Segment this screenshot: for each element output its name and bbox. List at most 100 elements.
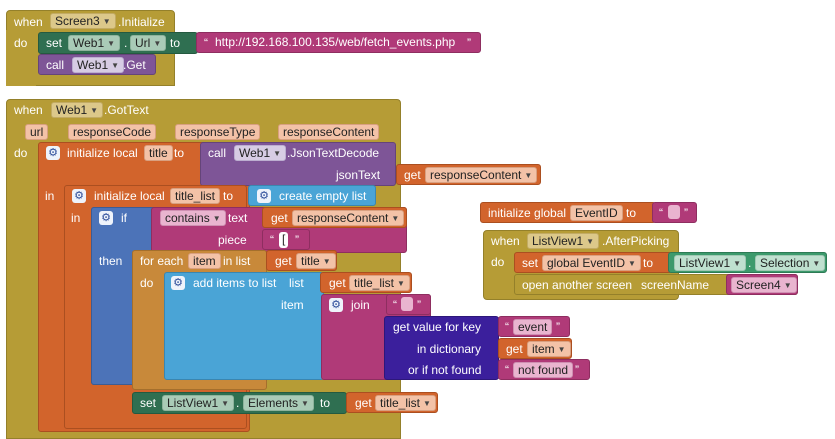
for-each-label: for each [140, 254, 184, 268]
global-var-name-field[interactable]: EventID [570, 205, 623, 221]
mutator-gear-icon-4[interactable]: ⚙ [99, 211, 113, 225]
to-keyword-3: to [223, 189, 234, 203]
in-keyword-1: in [45, 189, 55, 203]
get-value-for-key-block[interactable] [384, 316, 499, 380]
get-keyword-4: get [329, 276, 346, 290]
set-keyword: set [46, 36, 63, 50]
empty-text-field[interactable] [401, 297, 413, 311]
item-var-field[interactable]: item [188, 253, 221, 269]
responsecontent-dropdown-1[interactable]: responseContent ▼ [425, 167, 538, 183]
set-keyword-3: set [522, 256, 539, 270]
close-quote-6: ” [684, 206, 688, 220]
create-empty-list-block[interactable] [248, 185, 376, 206]
dot-separator-2: . [236, 396, 240, 410]
chevron-down-icon: ▼ [301, 399, 309, 408]
chevron-down-icon: ▼ [812, 259, 821, 268]
close-quote-4: ” [556, 320, 560, 334]
mutator-gear-icon-5[interactable]: ⚙ [171, 276, 185, 290]
mutator-gear-icon-3[interactable]: ⚙ [257, 189, 271, 203]
title-list-dropdown-2[interactable]: title_list ▼ [375, 395, 436, 411]
call-keyword-2: call [208, 146, 227, 160]
dot-separator-3: . [748, 256, 752, 270]
global-empty-text-field[interactable] [668, 205, 680, 219]
do-keyword-3: do [140, 276, 154, 290]
chevron-down-icon: ▼ [273, 149, 282, 158]
title-list-dropdown-1[interactable]: title_list ▼ [349, 275, 410, 291]
listview1-set-dropdown[interactable]: ListView1 ▼ [162, 395, 235, 411]
set-keyword-2: set [140, 396, 157, 410]
screen-name-label: screenName [641, 278, 710, 292]
web1-call-dropdown[interactable]: Web1 ▼ [72, 57, 125, 73]
in-list-label: in list [223, 254, 251, 268]
when-keyword: when [14, 15, 43, 29]
selection-property-dropdown[interactable]: Selection ▼ [755, 255, 826, 271]
param-url[interactable]: url [25, 124, 49, 140]
local-var-title-list[interactable]: title_list [170, 188, 221, 204]
chevron-down-icon: ▼ [397, 279, 405, 288]
when-keyword-3: when [491, 234, 520, 248]
listview1-value-dropdown[interactable]: ListView1 ▼ [674, 255, 747, 271]
add-items-to-list-block[interactable] [164, 272, 324, 380]
contains-mode-dropdown[interactable]: contains ▼ [160, 210, 226, 226]
local-var-title[interactable]: title [144, 145, 173, 161]
key-text-field[interactable]: event [513, 319, 553, 335]
to-keyword-6: to [643, 256, 654, 270]
param-responsecontent[interactable]: responseContent [278, 124, 380, 140]
not-found-text-field[interactable]: not found [513, 362, 574, 378]
do-keyword: do [14, 36, 28, 50]
json-decode-method: .JsonTextDecode [287, 146, 380, 160]
screen4-dropdown[interactable]: Screen4 ▼ [731, 277, 797, 293]
json-text-label: jsonText [336, 168, 381, 182]
get-keyword-1: get [404, 168, 421, 182]
mutator-gear-icon-2[interactable]: ⚙ [72, 189, 86, 203]
mutator-gear-icon-6[interactable]: ⚙ [329, 298, 343, 312]
join-label: join [351, 298, 370, 312]
piece-text-field[interactable]: [ [279, 232, 289, 248]
elements-property-dropdown[interactable]: Elements ▼ [243, 395, 314, 411]
to-keyword-4: to [320, 396, 331, 410]
web1-event-component-dropdown[interactable]: Web1 ▼ [51, 102, 104, 118]
param-responsecode[interactable]: responseCode [68, 124, 157, 140]
chevron-down-icon: ▼ [783, 281, 792, 290]
listview1-event-dropdown[interactable]: ListView1 ▼ [527, 233, 600, 249]
open-quote-2: “ [270, 233, 274, 247]
open-quote-3: “ [393, 298, 397, 312]
chevron-down-icon: ▼ [111, 61, 120, 70]
get-keyword-6: get [355, 396, 372, 410]
chevron-down-icon: ▼ [586, 237, 595, 246]
call-keyword: call [46, 58, 65, 72]
chevron-down-icon: ▼ [391, 214, 400, 223]
item-var-dropdown[interactable]: item ▼ [527, 341, 571, 357]
param-responsetype[interactable]: responseType [175, 124, 261, 140]
text-param-label: text [228, 211, 248, 225]
screen3-component-dropdown[interactable]: Screen3 ▼ [50, 13, 116, 29]
open-quote-6: “ [659, 206, 663, 220]
web1-decode-dropdown[interactable]: Web1 ▼ [234, 145, 287, 161]
chevron-down-icon: ▼ [153, 39, 162, 48]
init-local-label-2: initialize local [94, 189, 165, 203]
url-text-field[interactable]: http://192.168.100.135/web/fetch_events.… [212, 35, 459, 51]
do-keyword-4: do [491, 255, 505, 269]
chevron-down-icon: ▼ [557, 345, 566, 354]
dot-separator: . [124, 36, 128, 50]
init-global-label: initialize global [488, 206, 567, 220]
chevron-down-icon: ▼ [212, 214, 221, 223]
chevron-down-icon: ▼ [102, 17, 111, 26]
get-keyword-5: get [506, 342, 523, 356]
responsecontent-dropdown-2[interactable]: responseContent ▼ [292, 210, 405, 226]
title-var-dropdown[interactable]: title ▼ [296, 253, 336, 269]
call-json-decode-block[interactable] [200, 142, 396, 186]
global-eventid-dropdown[interactable]: global EventID ▼ [542, 255, 641, 271]
list-param-label: list [289, 276, 304, 290]
afterpicking-event-label: .AfterPicking [602, 234, 670, 248]
piece-param-label: piece [218, 233, 247, 247]
close-quote-2: ” [295, 233, 299, 247]
create-empty-list-label: create empty list [279, 189, 367, 203]
web1-component-dropdown[interactable]: Web1 ▼ [68, 35, 121, 51]
or-if-not-found-label: or if not found [408, 363, 482, 377]
close-quote-3: ” [417, 298, 421, 312]
get-keyword-3: get [275, 254, 292, 268]
mutator-gear-icon[interactable]: ⚙ [46, 146, 60, 160]
url-property-dropdown[interactable]: Url ▼ [130, 35, 167, 51]
get-value-for-key-label: get value for key [393, 320, 482, 334]
